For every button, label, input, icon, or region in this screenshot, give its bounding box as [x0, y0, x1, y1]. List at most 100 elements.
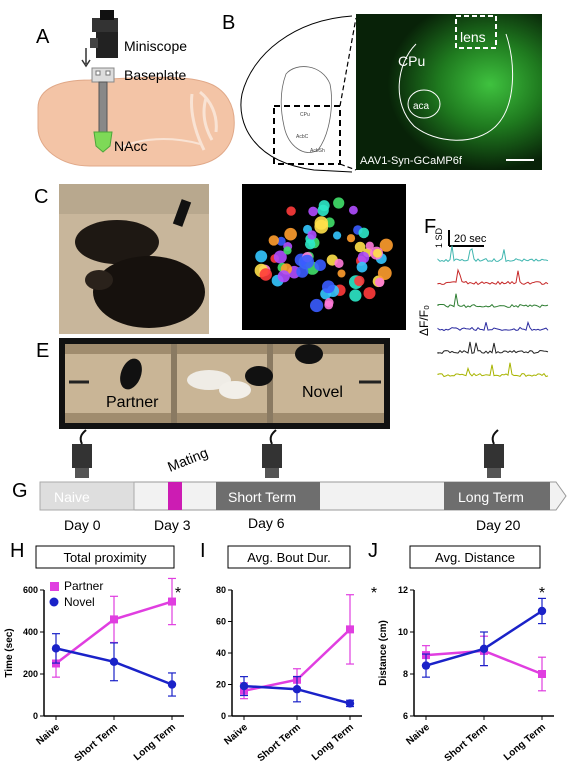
- data-point-novel: [421, 661, 431, 670]
- significance-star: *: [539, 585, 545, 602]
- atlas-label-acbsh: AcbSh: [310, 148, 325, 154]
- cell-roi: [337, 269, 346, 278]
- x-tick-label: Short Term: [443, 722, 490, 764]
- cell-roi: [286, 206, 296, 216]
- chart-total-proximity: Total proximity 0 200 400 600 Time (sec) Naive…: [4, 545, 184, 764]
- calcium-trace: [437, 320, 549, 332]
- cell-roi: [346, 234, 356, 243]
- cell-roi: [296, 265, 309, 278]
- cell-roi: [334, 258, 344, 268]
- data-point-novel: [537, 606, 547, 616]
- stage-long-term-label: Long Term: [458, 489, 524, 505]
- cell-roi: [273, 250, 287, 264]
- striatum-outline: [280, 66, 332, 153]
- legend-label-novel: Novel: [64, 595, 95, 609]
- lens-dashed-box: [455, 15, 497, 49]
- calcium-trace: [437, 293, 549, 309]
- cell-roi: [333, 231, 342, 240]
- panel-f-calcium-traces: 1 SD 20 sec ΔF/F₀: [417, 227, 549, 378]
- y-tick-label: 0: [33, 711, 38, 721]
- panel-letter-c: C: [34, 186, 49, 208]
- cell-roi: [356, 261, 368, 273]
- cell-roi: [268, 235, 279, 246]
- chart-avg-distance: Avg. Distance 6 8 10 12 Distance (cm) Naive Sho…: [378, 545, 554, 764]
- mouse-front: [93, 256, 205, 328]
- y-tick-label: 80: [216, 585, 226, 595]
- cell-roi: [314, 216, 329, 230]
- cell-roi: [276, 236, 286, 246]
- partner-chamber-label: Partner: [106, 394, 159, 411]
- novel-mouse: [295, 344, 323, 364]
- brain-sagittal-outline: [37, 76, 235, 167]
- cell-roi: [349, 205, 358, 215]
- day-0-label: Day 0: [64, 517, 101, 533]
- calcium-trace: [437, 268, 549, 286]
- chart-title-box: [35, 545, 175, 569]
- brain-stem-line: [119, 138, 201, 149]
- cell-roi: [307, 230, 317, 240]
- cell-roi: [363, 287, 376, 300]
- day-6-label: Day 6: [248, 515, 285, 531]
- data-point-novel: [292, 685, 302, 694]
- cell-roi: [314, 259, 326, 271]
- cell-roi: [277, 270, 290, 283]
- y-tick-label: 40: [216, 648, 226, 658]
- y-tick-label: 0: [221, 711, 226, 721]
- data-point-partner: [538, 670, 546, 678]
- baseplate-label: Baseplate: [124, 67, 187, 83]
- panel-b-atlas-section: CPu AcbC AcbSh: [240, 15, 357, 173]
- zoom-line-bottom: [339, 163, 357, 171]
- panel-letter-a: A: [36, 26, 50, 48]
- y-tick-label: 400: [23, 627, 38, 637]
- data-point-partner: [168, 597, 176, 606]
- cell-roi: [283, 246, 292, 255]
- cell-roi: [333, 197, 345, 209]
- cpu-label: CPu: [398, 53, 425, 69]
- y-tick-label: 200: [23, 669, 38, 679]
- y-tick-label: 12: [398, 585, 408, 595]
- chart-title: Avg. Distance: [435, 550, 515, 565]
- legend-label-partner: Partner: [64, 579, 103, 593]
- significance-star: *: [175, 585, 181, 602]
- miniscope-icon: [90, 10, 118, 58]
- data-point-novel: [479, 644, 489, 653]
- event-mating-block: [168, 482, 182, 510]
- y-tick-label: 600: [23, 585, 38, 595]
- x-tick-label: Short Term: [73, 722, 120, 764]
- cell-roi: [365, 241, 374, 250]
- calcium-trace: [437, 245, 549, 263]
- mice-illustration: [59, 184, 209, 334]
- x-tick-label: Long Term: [310, 722, 356, 763]
- cell-roi: [354, 241, 366, 253]
- data-point-partner: [110, 615, 118, 624]
- data-point-novel: [239, 681, 249, 691]
- cell-roi: [373, 248, 382, 258]
- x-tick-label: Short Term: [256, 722, 303, 764]
- data-point-novel: [109, 657, 119, 667]
- legend-swatch-novel: [49, 597, 59, 607]
- aca-label: aca: [413, 101, 430, 112]
- x-tick-label: Long Term: [132, 722, 178, 763]
- miniscope-icon-short-term: [262, 429, 282, 478]
- cell-roi: [354, 275, 365, 287]
- cell-roi: [255, 250, 268, 263]
- calcium-trace: [437, 362, 549, 378]
- data-point-partner: [346, 625, 354, 634]
- cell-roi: [357, 251, 370, 264]
- mating-label: Mating: [165, 444, 210, 475]
- chart-title: Total proximity: [63, 550, 147, 565]
- atlas-label-acbc: AcbC: [296, 134, 309, 140]
- x-tick-label: Naive: [404, 722, 432, 748]
- novel-chamber-label: Novel: [302, 384, 343, 401]
- panel-letter-f: F: [424, 216, 437, 238]
- cell-roi: [318, 200, 330, 212]
- panel-letter-j: J: [368, 540, 378, 562]
- cpu-boundary: [398, 33, 513, 141]
- panel-b-fluorescence-image: CPu aca lens AAV1-Syn-GCaMP6f: [356, 14, 542, 170]
- panel-d-cell-map: [242, 184, 406, 330]
- x-tick-label: Long Term: [502, 722, 548, 763]
- dashed-roi-box: [273, 105, 341, 165]
- panel-e-chamber-photo: [59, 338, 390, 429]
- data-point-novel: [51, 644, 61, 653]
- panel-letter-b: B: [222, 12, 236, 34]
